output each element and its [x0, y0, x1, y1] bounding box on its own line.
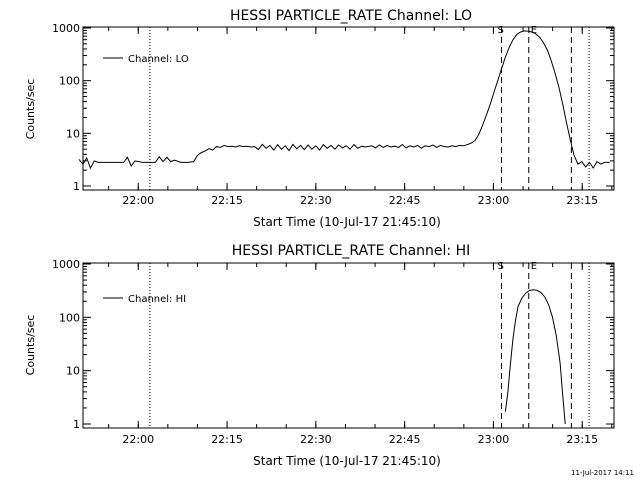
x-tick-label: 22:30: [300, 194, 332, 207]
series-line: [78, 30, 610, 170]
x-tick-label: 22:15: [211, 433, 243, 446]
x-tick-label: 22:00: [122, 194, 154, 207]
y-tick-label: 10: [66, 127, 80, 140]
footer-timestamp: 11-Jul-2017 14:11: [570, 469, 634, 477]
y-tick-label: 1000: [52, 258, 80, 271]
chart-panel-hi: HESSI PARTICLE_RATE Channel: HI Counts/s…: [24, 243, 615, 468]
series-line: [504, 289, 566, 425]
x-tick-label: 22:30: [300, 433, 332, 446]
legend-label: Channel: HI: [128, 294, 186, 305]
chart-panel-lo: HESSI PARTICLE_RATE Channel: LO Counts/s…: [24, 8, 615, 229]
x-tick-label: 23:15: [566, 433, 598, 446]
plot-frame: [82, 26, 615, 191]
x-tick-label: 22:00: [122, 433, 154, 446]
x-tick-label: 23:00: [478, 194, 510, 207]
x-tick-label: 23:00: [478, 433, 510, 446]
y-axis-label: Counts/sec: [24, 315, 37, 376]
y-tick-label: 1: [73, 180, 80, 193]
x-tick-label: 22:15: [211, 194, 243, 207]
y-axis-label: Counts/sec: [24, 79, 37, 140]
y-tick-label: 10: [66, 365, 80, 378]
marker-label: S: [498, 261, 504, 272]
y-tick-label: 100: [59, 75, 80, 88]
y-tick-label: 1000: [52, 22, 80, 35]
chart-title: HESSI PARTICLE_RATE Channel: HI: [232, 243, 470, 259]
chart-title: HESSI PARTICLE_RATE Channel: LO: [230, 8, 472, 24]
legend-label: Channel: LO: [128, 54, 189, 65]
x-axis-label: Start Time (10-Jul-17 21:45:10): [253, 454, 441, 468]
x-tick-label: 22:45: [389, 194, 421, 207]
marker-label: E: [531, 261, 537, 272]
x-tick-label: 23:15: [566, 194, 598, 207]
y-tick-label: 1: [73, 418, 80, 431]
y-tick-label: 100: [59, 311, 80, 324]
marker-label: S: [498, 25, 504, 36]
plot-frame: [82, 262, 615, 429]
x-tick-label: 22:45: [389, 433, 421, 446]
marker-label: E: [531, 25, 537, 36]
x-axis-label: Start Time (10-Jul-17 21:45:10): [253, 215, 441, 229]
